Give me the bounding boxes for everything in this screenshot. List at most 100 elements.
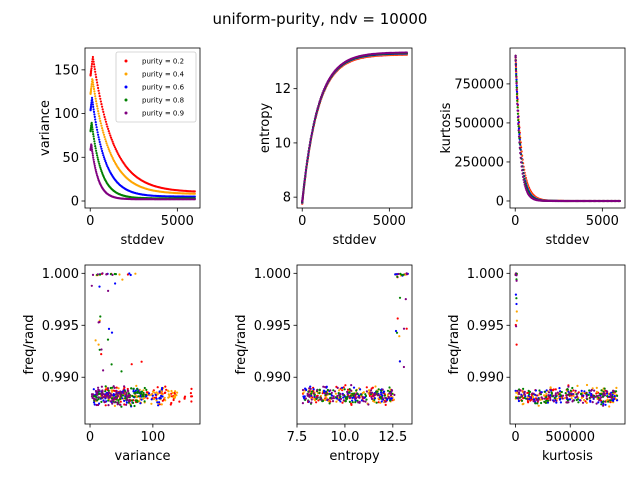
data-point [94, 97, 97, 100]
x-tick-label: 7.5 [287, 430, 308, 445]
data-point [576, 398, 580, 401]
y-tick-label: 8 [283, 191, 291, 206]
data-point [143, 396, 146, 399]
data-point [320, 93, 324, 96]
data-point [183, 395, 187, 398]
data-point [517, 122, 520, 126]
data-point [302, 192, 305, 195]
legend-marker [124, 59, 128, 63]
data-point [117, 387, 120, 390]
data-point [112, 142, 115, 145]
data-point [107, 399, 110, 402]
data-point [99, 100, 102, 103]
data-point [93, 162, 96, 165]
data-point [125, 401, 128, 404]
data-point [164, 399, 167, 402]
x-tick-label: 5000 [586, 214, 619, 229]
data-point [91, 130, 94, 133]
data-point [92, 135, 95, 138]
x-tick-label: 0 [511, 430, 519, 445]
data-point [533, 398, 536, 401]
data-point [570, 397, 573, 400]
data-point [517, 129, 520, 132]
data-points [89, 55, 196, 201]
data-point [390, 397, 393, 400]
data-point [516, 99, 519, 102]
data-point [183, 397, 186, 400]
data-point [364, 393, 367, 396]
data-point [601, 401, 604, 404]
y-axis-label: freq/rand [22, 314, 37, 374]
data-point [588, 391, 591, 394]
data-point [118, 273, 121, 276]
data-point [91, 154, 94, 157]
data-point [158, 390, 161, 393]
data-point [307, 152, 310, 155]
data-point [404, 298, 407, 301]
data-point [121, 397, 124, 400]
data-point [101, 394, 104, 397]
data-point [104, 390, 107, 393]
data-point [125, 398, 129, 401]
data-point [93, 142, 96, 145]
data-point [110, 393, 113, 397]
data-point [193, 195, 196, 198]
data-point [97, 160, 100, 163]
data-point [581, 394, 584, 398]
legend-marker [124, 72, 128, 76]
data-point [597, 396, 600, 399]
data-point [102, 399, 105, 402]
data-point [514, 56, 517, 59]
data-point [606, 395, 609, 398]
data-point [116, 401, 119, 404]
y-tick-label: 1.000 [42, 267, 79, 282]
x-axis-label: stddev [545, 233, 589, 248]
data-point [342, 396, 345, 399]
data-point [104, 161, 108, 164]
data-point [585, 401, 588, 404]
data-point [514, 293, 518, 296]
data-point [318, 388, 321, 391]
data-point [152, 397, 155, 401]
data-point [523, 393, 526, 396]
data-point [333, 390, 337, 393]
series-purity-0-8 [301, 52, 408, 204]
data-point [92, 60, 95, 63]
data-point [103, 115, 106, 119]
data-point [567, 385, 570, 388]
data-point [307, 399, 310, 403]
data-point [534, 402, 537, 405]
data-point [104, 120, 108, 123]
data-point [342, 399, 345, 402]
data-point [98, 392, 101, 395]
data-point [355, 389, 358, 392]
data-point [558, 387, 561, 390]
data-point [99, 143, 102, 146]
data-point [580, 396, 584, 399]
data-point [132, 387, 135, 390]
data-point [304, 397, 307, 400]
data-point [150, 402, 153, 405]
data-point [306, 155, 309, 159]
y-tick-label: 0.990 [42, 371, 79, 386]
data-point [514, 64, 518, 67]
data-point [98, 117, 101, 120]
data-point [324, 86, 327, 89]
legend-label: purity = 0.2 [142, 58, 184, 66]
data-point [136, 387, 139, 390]
data-point [545, 389, 548, 392]
data-point [534, 389, 538, 392]
data-point [572, 393, 575, 396]
data-point [98, 348, 101, 351]
data-point [163, 396, 166, 399]
data-point [602, 404, 605, 407]
data-point [577, 401, 580, 404]
x-tick-label: 0 [86, 214, 94, 229]
data-point [89, 105, 93, 108]
data-point [567, 401, 570, 404]
data-point [522, 178, 525, 181]
data-point [377, 388, 380, 391]
data-point [142, 391, 145, 395]
data-point [547, 394, 550, 397]
data-point [98, 320, 101, 324]
